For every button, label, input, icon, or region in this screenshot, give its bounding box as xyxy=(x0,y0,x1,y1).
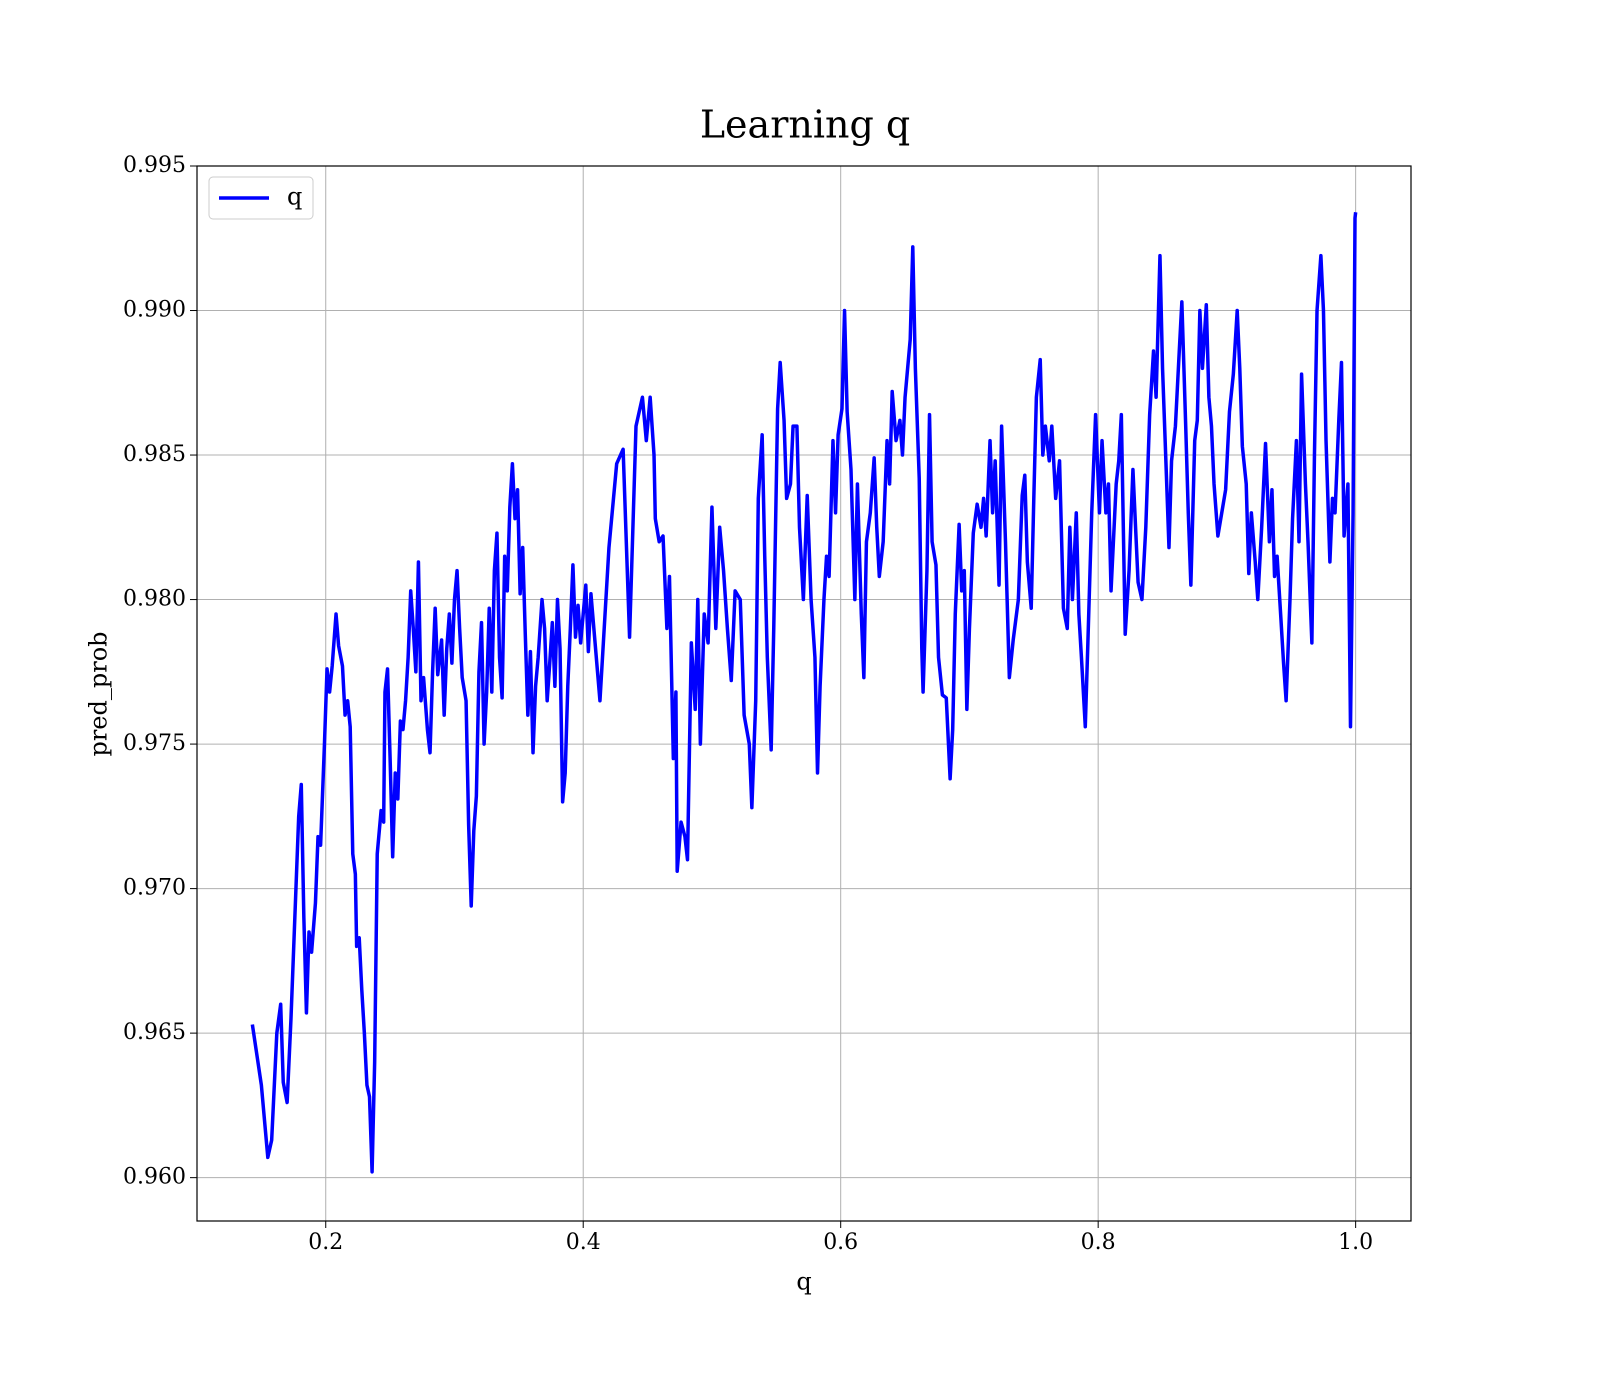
x-tick-label: 0.2 xyxy=(308,1230,343,1255)
x-tick-label: 0.4 xyxy=(566,1230,601,1255)
y-tick-label: 0.995 xyxy=(123,153,186,178)
y-tick-label: 0.975 xyxy=(123,731,186,756)
x-axis-label: q xyxy=(796,1268,811,1296)
data-line xyxy=(250,212,1358,1174)
x-tick-label: 1.0 xyxy=(1338,1230,1373,1255)
y-tick-label: 0.990 xyxy=(123,298,186,323)
x-tick-label: 0.8 xyxy=(1081,1230,1116,1255)
y-tick-label: 0.965 xyxy=(123,1020,186,1045)
legend: q xyxy=(208,176,314,220)
y-tick-label: 0.970 xyxy=(123,876,186,901)
y-tick-label: 0.960 xyxy=(123,1165,186,1190)
y-axis-label: pred_prob xyxy=(85,631,113,756)
plot-frame xyxy=(196,165,1412,1222)
y-tick-label: 0.980 xyxy=(123,587,186,612)
x-tick-label: 0.6 xyxy=(823,1230,858,1255)
legend-label: q xyxy=(287,183,302,211)
chart-title: Learning q xyxy=(700,103,910,147)
y-tick-label: 0.985 xyxy=(123,442,186,467)
